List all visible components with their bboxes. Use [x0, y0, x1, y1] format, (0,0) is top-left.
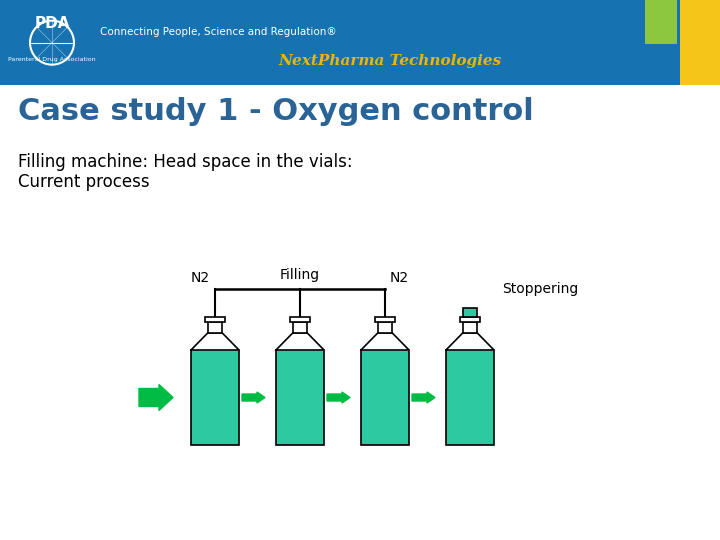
- Text: N2: N2: [191, 271, 210, 285]
- Bar: [378, 321, 392, 333]
- Bar: [204, 316, 225, 321]
- Bar: [460, 316, 480, 321]
- Bar: [463, 321, 477, 333]
- Bar: [645, 0, 677, 44]
- Bar: [293, 321, 307, 333]
- Text: Stoppering: Stoppering: [502, 281, 578, 295]
- Bar: [375, 316, 395, 321]
- Text: N2: N2: [390, 271, 409, 285]
- Bar: [289, 316, 310, 321]
- FancyArrow shape: [242, 392, 265, 403]
- Bar: [208, 321, 222, 333]
- Text: Parenteral Drug Association: Parenteral Drug Association: [8, 57, 96, 62]
- Text: PDA: PDA: [35, 16, 70, 31]
- Text: Filling machine: Head space in the vials:: Filling machine: Head space in the vials…: [18, 153, 353, 171]
- FancyArrow shape: [327, 392, 350, 403]
- Bar: [361, 350, 409, 445]
- Text: Case study 1 - Oxygen control: Case study 1 - Oxygen control: [18, 97, 534, 126]
- Text: Current process: Current process: [18, 173, 150, 191]
- FancyArrow shape: [139, 384, 173, 410]
- Polygon shape: [191, 333, 239, 350]
- Text: NextPharma Technologies: NextPharma Technologies: [279, 55, 502, 69]
- FancyArrow shape: [412, 392, 435, 403]
- Text: Filling: Filling: [280, 268, 320, 282]
- Polygon shape: [446, 333, 494, 350]
- Bar: [680, 0, 720, 85]
- Bar: [191, 350, 239, 445]
- Bar: [463, 307, 477, 316]
- Polygon shape: [361, 333, 409, 350]
- Polygon shape: [276, 333, 324, 350]
- Bar: [276, 350, 324, 445]
- Text: Connecting People, Science and Regulation®: Connecting People, Science and Regulatio…: [100, 28, 337, 37]
- Bar: [446, 350, 494, 445]
- Bar: [0, 0, 720, 85]
